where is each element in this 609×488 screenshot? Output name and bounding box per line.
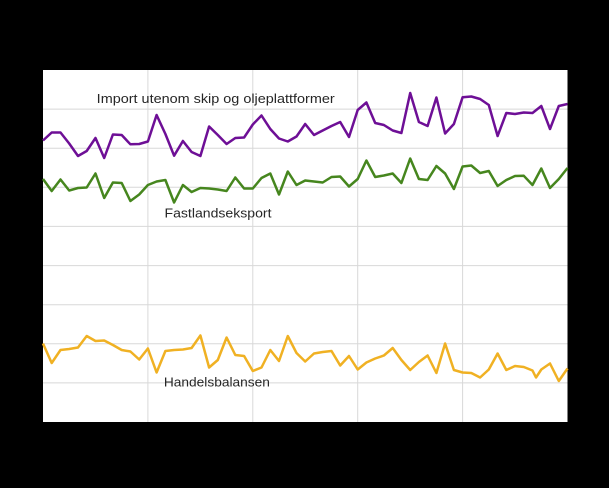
svg-text:Handelsbalansen: Handelsbalansen xyxy=(164,375,270,390)
svg-text:Import utenom skip og oljeplat: Import utenom skip og oljeplattformer xyxy=(97,91,336,106)
svg-text:Fastlandseksport: Fastlandseksport xyxy=(165,206,272,221)
